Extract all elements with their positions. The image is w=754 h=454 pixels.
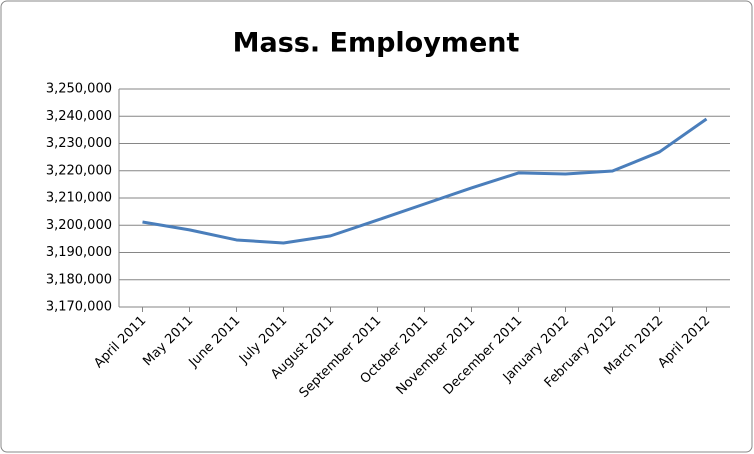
y-tick-label: 3,250,000: [46, 82, 112, 97]
y-tick-label: 3,200,000: [46, 218, 112, 233]
chart-title: Mass. Employment: [233, 28, 520, 59]
y-tick-label: 3,230,000: [46, 136, 112, 151]
y-tick-label: 3,240,000: [46, 109, 112, 124]
data-line: [142, 117, 708, 245]
y-tick-label: 3,210,000: [46, 191, 112, 206]
y-tick-label: 3,190,000: [46, 245, 112, 260]
y-tick-label: 3,220,000: [46, 163, 112, 178]
y-tick-label: 3,170,000: [46, 300, 112, 315]
y-tick-label: 3,180,000: [46, 272, 112, 287]
